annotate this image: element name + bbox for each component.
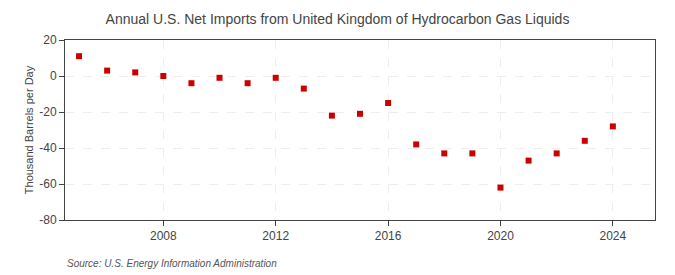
svg-text:-40: -40 [39, 141, 57, 155]
svg-text:2016: 2016 [375, 229, 402, 243]
svg-text:-60: -60 [39, 177, 57, 191]
svg-text:Thousand Barrels per Day: Thousand Barrels per Day [23, 65, 35, 194]
svg-text:2012: 2012 [262, 229, 289, 243]
svg-text:0: 0 [50, 69, 57, 83]
svg-text:Source: U.S. Energy Informatio: Source: U.S. Energy Information Administ… [67, 258, 277, 269]
svg-text:2020: 2020 [487, 229, 514, 243]
svg-text:-80: -80 [39, 213, 57, 227]
svg-text:20: 20 [43, 33, 57, 47]
svg-text:Annual U.S. Net Imports from U: Annual U.S. Net Imports from United King… [106, 11, 570, 27]
svg-text:-20: -20 [39, 105, 57, 119]
svg-text:2024: 2024 [600, 229, 627, 243]
svg-text:2008: 2008 [150, 229, 177, 243]
